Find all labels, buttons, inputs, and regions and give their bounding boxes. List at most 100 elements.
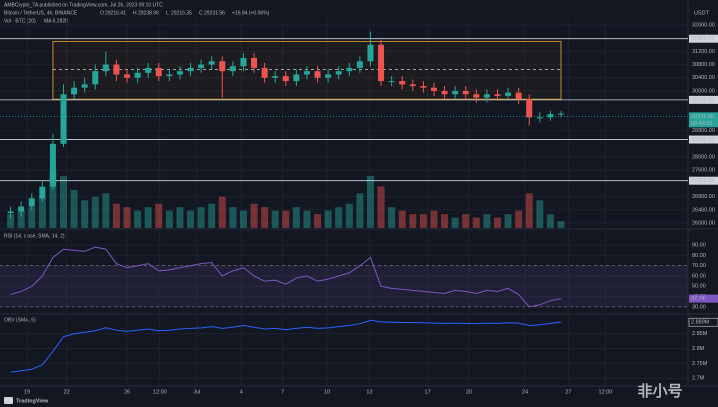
level-tag: [689, 135, 718, 144]
candle-body: [134, 72, 141, 78]
x-tick-label: 26: [124, 389, 130, 395]
obv-current: 2.889M: [691, 320, 710, 326]
volume-bar: [504, 214, 512, 228]
candle-body: [229, 66, 236, 72]
level-label: 27282.89: [691, 178, 714, 184]
candle-body: [198, 64, 205, 68]
volume-bar: [345, 203, 353, 228]
candle-body: [430, 87, 437, 91]
obv-tag: [688, 317, 718, 327]
candle-body: [547, 114, 554, 118]
y-tick-label: 26000.00: [692, 221, 715, 227]
candle-body: [356, 61, 363, 68]
candle-body: [71, 87, 78, 95]
candle-body: [399, 81, 406, 85]
rsi-label: RSI (14, close, SMA, 14, 2): [4, 233, 65, 239]
volume-bar: [239, 210, 247, 228]
candle-body: [335, 71, 342, 75]
volume-label: Vol · BTC (20): [4, 18, 36, 24]
candle-body: [473, 94, 480, 98]
volume-bar: [187, 210, 195, 228]
candle-body: [124, 74, 131, 78]
level-tag: [689, 95, 718, 104]
x-tick-label: 13: [366, 389, 372, 395]
volume-bar: [7, 214, 15, 228]
price-change: +16.94 (+0.06%): [232, 10, 270, 16]
rsi-tick-label: 60.00: [692, 273, 706, 279]
rsi-current: 37.74: [691, 296, 705, 302]
x-tick-label: 22: [64, 389, 70, 395]
candle-body: [314, 71, 321, 78]
candle-body: [303, 71, 310, 75]
candle-body: [18, 206, 25, 212]
rsi-tag: [689, 294, 718, 303]
x-tick-label: 24: [522, 389, 528, 395]
candle-body: [494, 94, 501, 96]
candle-body: [378, 44, 385, 82]
candle-body: [536, 117, 543, 119]
volume-bar: [324, 210, 332, 228]
level-label: 28529.12: [691, 137, 714, 143]
volume-bar: [292, 207, 300, 228]
volume-bar: [282, 210, 290, 228]
volume-bar: [557, 221, 565, 228]
volume-bar: [441, 214, 449, 228]
candle-body: [420, 86, 427, 88]
volume-bar: [176, 207, 184, 228]
candle-body: [557, 113, 564, 115]
candle-body: [28, 198, 35, 207]
rsi-line: [10, 246, 562, 308]
volume-bar: [17, 210, 25, 228]
level-label: 31583.77: [691, 36, 714, 42]
volume-bar: [144, 207, 152, 228]
volume-bar: [28, 207, 36, 228]
ohlc-key: L: [166, 10, 169, 16]
symbol: Bitcoin / TetherUS, 4h, BINANCE: [4, 10, 78, 16]
y-tick-label: 30400.00: [692, 75, 715, 81]
volume-bar: [388, 207, 396, 228]
rsi-tick-label: 30.00: [692, 304, 706, 310]
volume-bar: [261, 207, 269, 228]
ohlc-value: 29231.96: [204, 10, 225, 16]
y-tick-label: 28800.00: [692, 128, 715, 134]
x-tick-label: 12:00: [153, 389, 167, 395]
volume-bar: [335, 207, 343, 228]
x-tick-label: 20: [466, 389, 472, 395]
volume-bar: [60, 176, 68, 228]
candle-body: [515, 92, 522, 100]
logo: TradingView: [16, 398, 49, 404]
candle-body: [388, 81, 395, 83]
volume-bar: [451, 217, 459, 228]
volume-bar: [398, 210, 406, 228]
y-tick-label: 30000.00: [692, 88, 715, 94]
candle-body: [367, 44, 374, 62]
candle-body: [49, 143, 56, 187]
y-tick-label: 27600.00: [692, 168, 715, 174]
volume-bar: [197, 207, 205, 228]
candle-body: [113, 64, 120, 75]
volume-bar: [314, 214, 322, 228]
candle-body: [346, 67, 353, 72]
last-price-tag: [689, 112, 718, 128]
obv-tick-label: 2.8M: [692, 346, 705, 352]
volume-bar: [377, 186, 385, 228]
volume-bar: [112, 203, 120, 228]
candle-body: [409, 84, 416, 87]
volume-bar: [250, 203, 258, 228]
y-tick-label: 28000.00: [692, 154, 715, 160]
volume-bar: [356, 193, 364, 228]
x-tick-label: 12:00: [599, 389, 613, 395]
candle-body: [282, 76, 289, 82]
candle-body: [526, 99, 533, 118]
candle-body: [240, 57, 247, 67]
ohlc-value: 29238.96: [138, 10, 159, 16]
volume-bar: [536, 200, 544, 228]
volume-bar: [38, 196, 46, 228]
volume-bar: [419, 214, 427, 228]
countdown: 03:49:52: [691, 121, 712, 127]
candle-body: [92, 71, 99, 85]
x-tick-label: 27: [565, 389, 571, 395]
logo-icon: [4, 397, 13, 404]
rsi-tick-label: 80.00: [692, 253, 706, 259]
